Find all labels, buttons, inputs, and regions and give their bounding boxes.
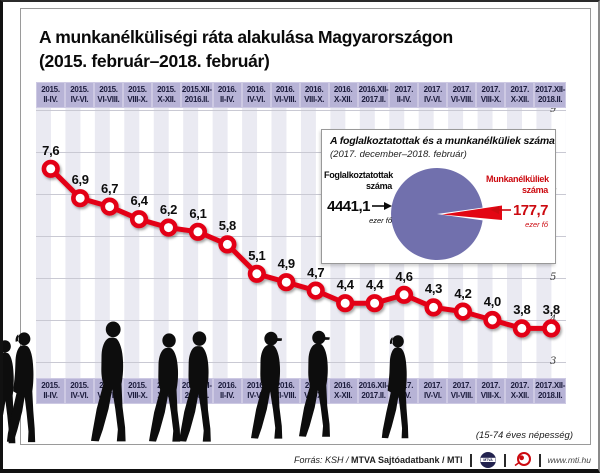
category-label: 2017. VI-VIII.	[448, 379, 476, 403]
category-label: 2016.XII- 2017.II.	[358, 83, 389, 107]
category-label: 2016.XII- 2017.II.	[358, 379, 389, 403]
category-label: 2015.XII- 2016.II.	[181, 83, 212, 107]
data-point-label: 4,6	[395, 268, 413, 284]
data-point-label: 6,7	[101, 180, 119, 196]
arrow-right-icon	[372, 202, 392, 211]
data-point-label: 6,4	[130, 193, 148, 209]
svg-text:MTVA: MTVA	[483, 458, 493, 462]
data-point-label: 4,0	[483, 294, 501, 309]
footer: Forrás: KSH / MTVA Sajtóadatbank / MTI M…	[294, 450, 591, 470]
category-label: 2016. IV-VI.	[242, 83, 270, 107]
employed-value: 4441,1	[327, 197, 370, 215]
inset-title: A foglalkoztatottak és a munkanélküliek …	[330, 135, 555, 147]
data-point-label: 4,3	[424, 281, 443, 297]
data-point-label: 6,2	[159, 201, 178, 217]
data-point-label: 4,2	[454, 285, 472, 301]
employed-label-line2: száma	[365, 180, 392, 191]
inset-pie-panel: A foglalkoztatottak és a munkanélküliek …	[321, 129, 556, 264]
category-label: 2015. VI-VIII.	[94, 379, 122, 403]
unemployed-label-line1: Munkanélküliek	[486, 174, 549, 184]
category-label: 2015. IV-VI.	[65, 83, 93, 107]
category-label: 2016. VI-VIII.	[271, 379, 299, 403]
data-point-label: 6,1	[189, 205, 207, 221]
category-label: 2017. VIII-X.	[477, 379, 505, 403]
divider	[469, 453, 472, 467]
category-label: 2017. II-IV.	[390, 83, 418, 107]
unemployed-value: 177,7	[512, 201, 549, 219]
category-label: 2017. VIII-X.	[477, 83, 505, 107]
gridline	[36, 110, 566, 111]
employed-unit: ezer fő	[369, 215, 392, 225]
category-label: 2016. VIII-X.	[300, 83, 328, 107]
category-label: 2015. X-XII.	[152, 379, 180, 403]
mti-logo-icon	[514, 452, 531, 467]
gridline	[36, 362, 566, 363]
category-label: 2017. X-XII.	[506, 83, 534, 107]
category-label: 2015. VI-VIII.	[94, 83, 122, 107]
population-note: (15-74 éves népesség)	[475, 430, 573, 441]
category-label: 2015. X-XII.	[152, 83, 180, 107]
category-label: 2017. X-XII.	[506, 379, 534, 403]
divider	[503, 453, 506, 467]
page-title: A munkanélküliségi ráta alakulása Magyar…	[39, 26, 453, 73]
category-label: 2017.XII- 2018.II.	[535, 379, 565, 403]
employed-label-line1: Foglalkoztatottak	[324, 170, 393, 180]
inset-subtitle: (2017. december–2018. február)	[330, 149, 467, 160]
source-names: MTVA Sajtóadatbank / MTI	[351, 455, 463, 465]
data-point-label: 5,1	[248, 247, 266, 263]
category-label: 2015. VIII-X.	[123, 83, 151, 107]
source-prefix: Forrás: KSH /	[294, 455, 352, 465]
unemployed-label-line2: száma	[521, 184, 548, 195]
category-label: 2016. II-IV.	[213, 83, 241, 107]
category-label: 2016. VI-VIII.	[271, 83, 299, 107]
x-axis-labels-top: 2015. II-IV. 2015. IV-VI. 2015. VI-VIII. 2015.…	[36, 82, 566, 108]
category-label: 2016. X-XII.	[329, 83, 357, 107]
category-label: 2017. VI-VIII.	[448, 83, 476, 107]
data-point-label: 4,4	[366, 277, 384, 293]
data-point-label: 6,9	[71, 172, 89, 188]
data-point-label: 4,7	[307, 264, 325, 280]
category-label: 2015. II-IV.	[37, 379, 64, 403]
data-point-label: 4,9	[277, 256, 295, 272]
gridline	[36, 278, 566, 279]
gridline	[36, 152, 566, 153]
mtva-logo-icon: MTVA	[479, 452, 496, 468]
title-line1: A munkanélküliségi ráta alakulása Magyar…	[39, 27, 453, 47]
category-label: 2017. IV-VI.	[419, 379, 447, 403]
category-label: 2017. IV-VI.	[419, 83, 447, 107]
category-label: 2015. II-IV.	[37, 83, 64, 107]
category-label: 2017. II-IV.	[390, 379, 418, 403]
category-label: 2017.XII- 2018.II.	[535, 83, 565, 107]
y-tick-label: 3	[550, 356, 557, 367]
data-point-label: 5,8	[218, 218, 236, 234]
category-label: 2016. X-XII.	[329, 379, 357, 403]
y-tick-label: 9	[550, 104, 557, 115]
y-tick-label: 5	[550, 272, 557, 283]
data-point-label: 7,6	[42, 142, 60, 158]
title-line2: (2015. február–2018. február)	[39, 50, 270, 71]
source-credit: Forrás: KSH / MTVA Sajtóadatbank / MTI	[294, 455, 463, 465]
unemployed-label-block: Munkanélküliek száma 177,7 ezer fő	[486, 174, 549, 229]
x-axis-labels-bottom: 2015. II-IV. 2015. IV-VI. 2015. VI-VIII. 2015.…	[36, 378, 566, 404]
arrow-left-icon	[490, 206, 511, 215]
category-label: 2015.XII- 2016.II.	[181, 379, 212, 403]
website-link: www.mti.hu	[547, 455, 591, 465]
employed-label-block: Foglalkoztatottak száma 4441,1 ezer fő	[324, 170, 393, 225]
silhouette-woman	[3, 340, 16, 444]
data-point-label: 3,8	[542, 302, 560, 318]
unemployed-unit: ezer fő	[525, 219, 548, 229]
category-label: 2015. VIII-X.	[123, 379, 151, 403]
data-point-label: 4,4	[336, 277, 354, 293]
category-label: 2015. IV-VI.	[65, 379, 93, 403]
gridline	[36, 320, 566, 321]
category-label: 2016. IV-VI.	[242, 379, 270, 403]
data-point-label: 3,8	[513, 302, 531, 318]
divider	[538, 453, 541, 467]
category-label: 2016. VIII-X.	[300, 379, 328, 403]
category-label: 2016. II-IV.	[213, 379, 241, 403]
